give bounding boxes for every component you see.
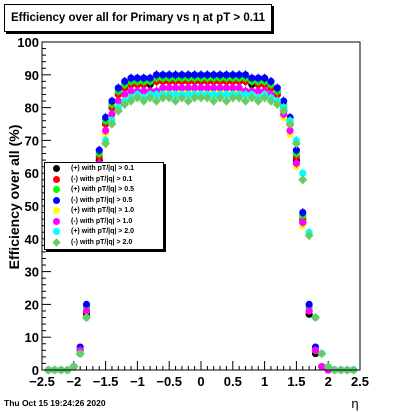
legend-label: (+) with pT/|q| > 2.0 xyxy=(71,228,135,235)
data-point xyxy=(82,313,92,323)
y-tick-label: 100 xyxy=(17,35,39,50)
legend-label: (+) with pT/|q| > 0.1 xyxy=(71,165,135,172)
legend-marker-diamond-icon xyxy=(52,237,61,247)
legend-entry: (-) with pT/|q| > 2.0 xyxy=(45,237,163,249)
x-tick-label: 2.5 xyxy=(351,374,369,389)
y-tick-label: 70 xyxy=(25,133,39,148)
legend-label: (-) with pT/|q| > 0.5 xyxy=(71,196,133,204)
x-tick-label: 2 xyxy=(325,374,332,389)
legend-marker-circle-icon xyxy=(53,217,60,225)
legend-marker-circle-icon xyxy=(53,186,60,193)
legend-marker-circle-icon xyxy=(53,175,60,183)
legend-marker-circle-icon xyxy=(53,228,60,235)
data-point xyxy=(305,307,313,315)
x-tick-label: 0 xyxy=(197,374,204,389)
chart-title: Efficiency over all for Primary vs η at … xyxy=(4,4,273,32)
legend-label: (-) with pT/|q| > 2.0 xyxy=(71,238,133,246)
y-axis-label: Efficiency over all (%) xyxy=(6,125,22,270)
legend-entry: (-) with pT/|q| > 0.1 xyxy=(45,175,163,186)
legend-label: (-) with pT/|q| > 1.0 xyxy=(71,217,133,225)
data-point xyxy=(82,300,91,308)
data-point xyxy=(310,313,320,323)
data-point xyxy=(317,349,327,359)
x-tick-label: −2 xyxy=(66,374,81,389)
data-point xyxy=(311,346,320,354)
x-tick-label: 1.5 xyxy=(287,374,305,389)
legend-entry: (+) with pT/|q| > 0.1 xyxy=(45,164,163,175)
y-tick-label: 10 xyxy=(25,330,39,345)
x-axis-label: η xyxy=(351,396,358,411)
legend-entry: (-) with pT/|q| > 1.0 xyxy=(45,217,163,228)
x-tick-label: −1 xyxy=(130,374,145,389)
data-point xyxy=(75,349,85,359)
data-point xyxy=(82,307,91,315)
legend-marker-circle-icon xyxy=(53,207,60,214)
y-tick-label: 20 xyxy=(25,297,39,312)
data-point xyxy=(305,300,313,308)
y-tick-label: 90 xyxy=(25,68,39,83)
legend-label: (+) with pT/|q| > 0.5 xyxy=(71,186,135,193)
legend-label: (+) with pT/|q| > 1.0 xyxy=(71,207,135,214)
plot-frame xyxy=(41,41,361,371)
y-tick-label: 50 xyxy=(25,199,39,214)
y-tick-label: 40 xyxy=(25,232,39,247)
legend-entry: (+) with pT/|q| > 1.0 xyxy=(45,206,163,217)
legend-entry: (-) with pT/|q| > 0.5 xyxy=(45,196,163,207)
x-tick-label: −1.5 xyxy=(93,374,119,389)
x-tick-label: −2.5 xyxy=(29,374,55,389)
x-tick-label: −0.5 xyxy=(156,374,182,389)
legend-entry: (+) with pT/|q| > 0.5 xyxy=(45,185,163,196)
x-tick-label: 0.5 xyxy=(224,374,242,389)
legend-marker-circle-icon xyxy=(53,196,60,204)
y-tick-label: 30 xyxy=(25,265,39,280)
y-tick-label: 60 xyxy=(25,166,39,181)
y-tick-label: 80 xyxy=(25,101,39,116)
timestamp: Thu Oct 15 19:24:26 2020 xyxy=(4,398,106,408)
legend: (+) with pT/|q| > 0.1 (-) with pT/|q| > … xyxy=(44,162,164,250)
x-tick-label: 1 xyxy=(261,374,268,389)
data-point xyxy=(69,362,79,372)
legend-entry: (+) with pT/|q| > 2.0 xyxy=(45,227,163,238)
legend-label: (-) with pT/|q| > 0.1 xyxy=(71,175,133,183)
data-point xyxy=(323,362,333,372)
legend-marker-circle-icon xyxy=(53,165,60,172)
data-point xyxy=(318,363,326,371)
y-tick-label: 0 xyxy=(32,363,39,378)
